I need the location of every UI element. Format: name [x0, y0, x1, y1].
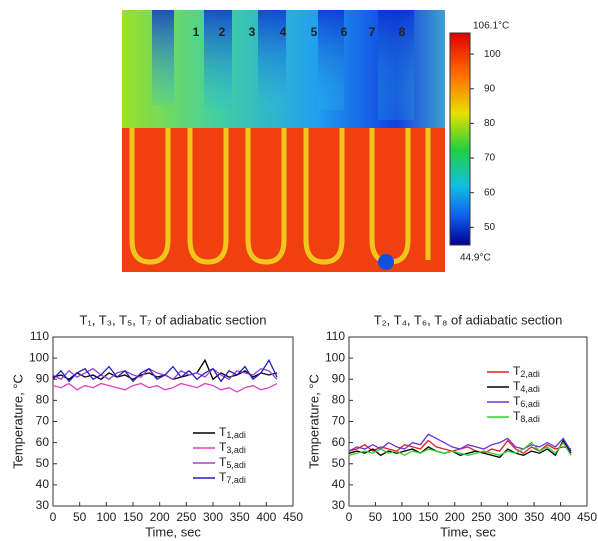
y-tick-label: 90	[332, 371, 346, 385]
y-tick-label: 60	[332, 435, 346, 449]
x-tick-label: 250	[176, 510, 196, 524]
legend-label: T4,adi	[513, 379, 540, 394]
y-axis-label: Temperature, °C	[10, 374, 25, 469]
y-tick-label: 60	[36, 435, 50, 449]
tube-label: 6	[341, 25, 348, 39]
colorbar-max-label: 106.1°C	[473, 21, 509, 32]
y-tick-label: 100	[325, 350, 345, 364]
thermal-image	[122, 10, 445, 272]
x-tick-label: 200	[445, 510, 465, 524]
y-tick-label: 110	[326, 329, 345, 343]
legend-label: T7,adi	[219, 470, 246, 485]
y-tick-label: 80	[332, 393, 346, 407]
y-tick-label: 100	[29, 350, 49, 364]
colorbar-tick-label: 70	[484, 153, 496, 164]
x-tick-label: 50	[73, 510, 87, 524]
x-tick-label: 200	[150, 510, 170, 524]
y-tick-label: 40	[36, 477, 50, 491]
x-tick-label: 0	[50, 510, 57, 524]
tube-label: 4	[280, 25, 287, 39]
chart-title: T₂, T₄, T₆, T₈ of adiabatic section	[374, 312, 563, 327]
tube-label: 5	[311, 25, 318, 39]
x-tick-label: 450	[283, 510, 303, 524]
colorbar-tick-label: 100	[484, 49, 501, 60]
x-tick-label: 150	[123, 510, 143, 524]
y-tick-label: 70	[36, 414, 50, 428]
legend-label: T3,adi	[219, 440, 246, 455]
x-axis-label: Time, sec	[145, 524, 201, 539]
legend-label: T6,adi	[513, 394, 540, 409]
chart-title: T₁, T₃, T₅, T₇ of adiabatic section	[79, 312, 266, 327]
colorbar-min-label: 44.9°C	[460, 253, 491, 264]
x-tick-label: 50	[369, 510, 383, 524]
tube-label: 8	[399, 25, 406, 39]
x-tick-label: 400	[551, 510, 571, 524]
colorbar-tick-label: 80	[484, 118, 496, 129]
tube-label: 3	[249, 25, 256, 39]
x-tick-label: 300	[203, 510, 223, 524]
colorbar-tick-label: 50	[484, 222, 496, 233]
y-tick-label: 80	[36, 393, 50, 407]
legend-label: T2,adi	[513, 364, 540, 379]
data-line	[52, 358, 278, 383]
x-tick-label: 100	[392, 510, 412, 524]
y-axis-label: Temperature, °C	[306, 374, 321, 469]
data-line	[348, 441, 572, 457]
y-tick-label: 40	[332, 477, 346, 491]
legend-label: T5,adi	[219, 455, 246, 470]
y-tick-label: 50	[332, 456, 346, 470]
colorbar	[449, 32, 471, 246]
x-tick-label: 300	[498, 510, 518, 524]
x-tick-label: 100	[96, 510, 116, 524]
x-tick-label: 0	[346, 510, 353, 524]
tube-label: 2	[219, 25, 226, 39]
legend-label: T8,adi	[513, 409, 540, 424]
y-tick-label: 50	[36, 456, 50, 470]
data-line	[52, 382, 278, 393]
x-tick-label: 400	[256, 510, 276, 524]
y-tick-label: 110	[30, 329, 49, 343]
plot-frame	[348, 336, 588, 507]
tube-label: 7	[369, 25, 376, 39]
x-axis-label: Time, sec	[440, 524, 496, 539]
y-tick-label: 90	[36, 371, 50, 385]
y-tick-label: 70	[332, 414, 346, 428]
x-tick-label: 350	[230, 510, 250, 524]
x-tick-label: 250	[471, 510, 491, 524]
x-tick-label: 450	[577, 510, 597, 524]
x-tick-label: 150	[418, 510, 438, 524]
tube-label: 1	[193, 25, 200, 39]
x-tick-label: 350	[524, 510, 544, 524]
y-tick-label: 30	[332, 498, 346, 512]
y-tick-label: 30	[36, 498, 50, 512]
colorbar-tick-label: 60	[484, 187, 496, 198]
plot-frame	[52, 336, 294, 507]
legend-label: T1,adi	[219, 425, 246, 440]
colorbar-tick-label: 90	[484, 83, 496, 94]
